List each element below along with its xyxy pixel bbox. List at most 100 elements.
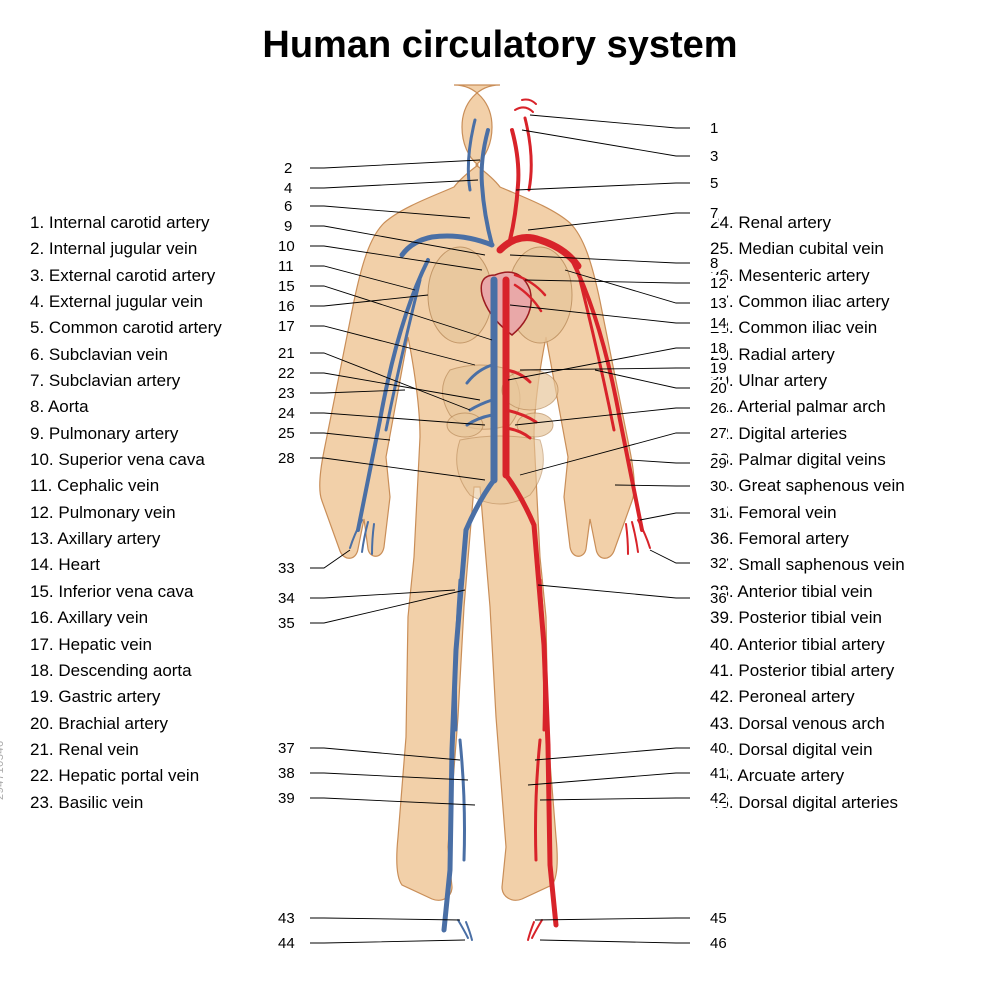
callout-number: 32	[710, 555, 727, 572]
legend-item: 30. Ulnar artery	[710, 368, 970, 394]
callout-number: 12	[710, 275, 727, 292]
legend-item: 22. Hepatic portal vein	[30, 763, 290, 789]
kidney-l	[447, 413, 483, 437]
callout-number: 27	[710, 425, 727, 442]
legend-item: 11. Cephalic vein	[30, 473, 290, 499]
callout-number: 38	[278, 765, 295, 782]
legend-item: 10. Superior vena cava	[30, 447, 290, 473]
callout-number: 24	[278, 405, 295, 422]
legend-item: 20. Brachial artery	[30, 711, 290, 737]
callout-number: 35	[278, 615, 295, 632]
legend-item: 18. Descending aorta	[30, 658, 290, 684]
callout-number: 2	[284, 160, 292, 177]
callout-number: 44	[278, 935, 295, 952]
legend-item: 19. Gastric artery	[30, 684, 290, 710]
body-svg	[310, 80, 690, 980]
callout-number: 46	[710, 935, 727, 952]
legend-item: 7. Subclavian artery	[30, 368, 290, 394]
callout-number: 6	[284, 198, 292, 215]
anatomy-figure: 1234567891011121314151617181920212223242…	[310, 80, 690, 980]
legend-item: 33. Palmar digital veins	[710, 447, 970, 473]
legend-item: 29. Radial artery	[710, 342, 970, 368]
legend-item: 24. Renal artery	[710, 210, 970, 236]
callout-number: 4	[284, 180, 292, 197]
legend-item: 16. Axillary vein	[30, 605, 290, 631]
legend-item: 13. Axillary artery	[30, 526, 290, 552]
callout-number: 23	[278, 385, 295, 402]
legend-item: 41. Posterior tibial artery	[710, 658, 970, 684]
callout-number: 21	[278, 345, 295, 362]
legend-item: 45. Arcuate artery	[710, 763, 970, 789]
legend-item: 8. Aorta	[30, 394, 290, 420]
legend-item: 46. Dorsal digital arteries	[710, 790, 970, 816]
callout-number: 9	[284, 218, 292, 235]
intestines	[457, 436, 544, 504]
legend-item: 1. Internal carotid artery	[30, 210, 290, 236]
legend-item: 38. Anterior tibial vein	[710, 579, 970, 605]
legend-item: 39. Posterior tibial vein	[710, 605, 970, 631]
callout-number: 40	[710, 740, 727, 757]
legend-item: 3. External carotid artery	[30, 263, 290, 289]
callout-number: 25	[278, 425, 295, 442]
callout-number: 34	[278, 590, 295, 607]
legend-left: 1. Internal carotid artery2. Internal ju…	[30, 210, 290, 816]
callout-number: 22	[278, 365, 295, 382]
watermark: 294710546	[0, 740, 6, 800]
callout-number: 43	[278, 910, 295, 927]
legend-item: 32. Digital arteries	[710, 421, 970, 447]
legend-item: 14. Heart	[30, 552, 290, 578]
legend-item: 17. Hepatic vein	[30, 632, 290, 658]
legend-item: 35. Femoral vein	[710, 500, 970, 526]
page-title: Human circulatory system	[0, 24, 1000, 67]
legend-item: 26. Mesenteric artery	[710, 263, 970, 289]
legend-item: 5. Common carotid artery	[30, 315, 290, 341]
callout-number: 45	[710, 910, 727, 927]
legend-item: 27. Common iliac artery	[710, 289, 970, 315]
legend-right: 24. Renal artery25. Median cubital vein2…	[710, 210, 970, 816]
legend-item: 34. Great saphenous vein	[710, 473, 970, 499]
legend-item: 36. Femoral artery	[710, 526, 970, 552]
legend-item: 2. Internal jugular vein	[30, 236, 290, 262]
legend-item: 6. Subclavian vein	[30, 342, 290, 368]
legend-item: 40. Anterior tibial artery	[710, 632, 970, 658]
callout-number: 37	[278, 740, 295, 757]
legend-item: 4. External jugular vein	[30, 289, 290, 315]
callout-number: 16	[278, 298, 295, 315]
callout-number: 18	[710, 340, 727, 357]
callout-number: 20	[710, 380, 727, 397]
legend-item: 31. Arterial palmar arch	[710, 394, 970, 420]
callout-number: 33	[278, 560, 295, 577]
callout-number: 10	[278, 238, 295, 255]
legend-item: 25. Median cubital vein	[710, 236, 970, 262]
callout-number: 28	[278, 450, 295, 467]
callout-number: 15	[278, 278, 295, 295]
callout-number: 29	[710, 455, 727, 472]
legend-item: 43. Dorsal venous arch	[710, 711, 970, 737]
callout-number: 5	[710, 175, 718, 192]
callout-number: 36	[710, 590, 727, 607]
legend-item: 42. Peroneal artery	[710, 684, 970, 710]
stomach	[502, 370, 558, 410]
callout-number: 14	[710, 315, 727, 332]
legend-item: 15. Inferior vena cava	[30, 579, 290, 605]
legend-item: 37. Small saphenous vein	[710, 552, 970, 578]
legend-item: 9. Pulmonary artery	[30, 421, 290, 447]
callout-number: 11	[278, 258, 294, 275]
callout-number: 7	[710, 205, 718, 222]
callout-number: 31	[710, 505, 727, 522]
callout-number: 42	[710, 790, 727, 807]
callout-number: 3	[710, 148, 718, 165]
legend-item: 23. Basilic vein	[30, 790, 290, 816]
callout-number: 17	[278, 318, 295, 335]
callout-number: 26	[710, 400, 727, 417]
callout-number: 41	[710, 765, 727, 782]
legend-item: 21. Renal vein	[30, 737, 290, 763]
callout-number: 8	[710, 255, 718, 272]
callout-number: 1	[710, 120, 718, 137]
callout-number: 30	[710, 478, 727, 495]
callout-number: 13	[710, 295, 727, 312]
legend-item: 44. Dorsal digital vein	[710, 737, 970, 763]
callout-number: 39	[278, 790, 295, 807]
legend-item: 28. Common iliac vein	[710, 315, 970, 341]
legend-item: 12. Pulmonary vein	[30, 500, 290, 526]
